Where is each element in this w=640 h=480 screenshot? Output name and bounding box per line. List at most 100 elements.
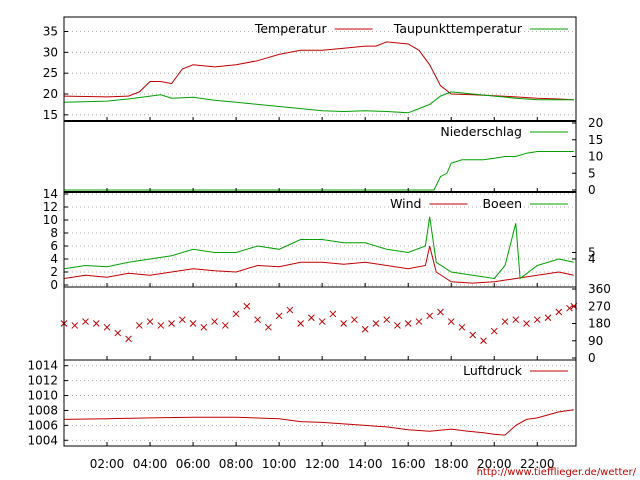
y-tick-label: 1014 bbox=[27, 359, 58, 373]
wind-direction-point bbox=[437, 308, 444, 316]
y-right-tick-label: 360 bbox=[588, 282, 611, 296]
wind-direction-point bbox=[125, 335, 132, 343]
y-right-tick-label: 5 bbox=[588, 246, 596, 260]
wind-direction-point bbox=[71, 322, 79, 329]
credit-url[interactable]: http://www.tiefflieger.de/wetter/ bbox=[477, 467, 637, 478]
wind-direction-point bbox=[286, 306, 294, 314]
wind-direction-point bbox=[168, 320, 175, 327]
wind-direction-point bbox=[297, 320, 304, 327]
y-right-tick-label: 15 bbox=[588, 133, 603, 147]
series-line-temperatur bbox=[63, 41, 574, 101]
wind-direction-point bbox=[135, 322, 143, 329]
y-tick-label: 35 bbox=[43, 25, 58, 39]
wind-direction-point bbox=[351, 316, 358, 324]
y-tick-label: 10 bbox=[43, 213, 58, 227]
wind-direction-point bbox=[383, 316, 391, 324]
x-tick-label: 14:00 bbox=[348, 457, 383, 471]
panel-2: 0 5 10 15 20 Niederschlag bbox=[63, 116, 603, 197]
y-tick-label: 30 bbox=[43, 45, 58, 59]
wind-direction-point bbox=[544, 314, 552, 322]
wind-direction-point bbox=[157, 322, 165, 329]
legend-label: Temperatur bbox=[254, 21, 328, 36]
series-line-luftdruck bbox=[63, 409, 574, 436]
y-tick-label: 4 bbox=[50, 252, 58, 266]
wind-direction-point bbox=[114, 329, 122, 337]
wind-direction-point bbox=[178, 316, 186, 324]
wind-direction-point bbox=[189, 320, 197, 327]
wind-direction-point bbox=[308, 314, 315, 322]
series-line-taupunkttemperatur bbox=[63, 91, 574, 114]
x-axis: 02:00 04:00 06:00 08:00 10:00 12:00 14:00 16:00… bbox=[90, 117, 555, 471]
wind-direction-point bbox=[555, 308, 563, 316]
wind-direction-point bbox=[394, 322, 401, 329]
y-tick-label: 1006 bbox=[27, 418, 58, 432]
wind-direction-point bbox=[566, 304, 573, 312]
x-tick-label: 08:00 bbox=[219, 457, 254, 471]
wind-direction-point bbox=[523, 320, 530, 327]
x-tick-label: 06:00 bbox=[176, 457, 211, 471]
series-line-niederschlag bbox=[64, 151, 574, 191]
panel-frame bbox=[63, 359, 577, 447]
legend-label: Taupunkttemperatur bbox=[393, 21, 523, 36]
legend-label: Niederschlag bbox=[440, 124, 522, 139]
wind-direction-point bbox=[404, 320, 412, 327]
wind-direction-point bbox=[480, 337, 487, 345]
y-tick-label: 2 bbox=[50, 265, 58, 279]
wind-direction-point bbox=[275, 312, 283, 320]
wind-direction-point bbox=[254, 316, 261, 324]
x-tick-label: 18:00 bbox=[434, 457, 469, 471]
x-tick-label: 22:00 bbox=[520, 457, 555, 471]
y-right-tick-label: 180 bbox=[588, 317, 611, 331]
wind-direction-point bbox=[92, 320, 100, 327]
y-tick-label: 8 bbox=[50, 226, 58, 240]
wind-direction-point bbox=[146, 318, 154, 325]
series-line-boeen bbox=[63, 216, 574, 280]
wind-direction-point bbox=[221, 322, 229, 329]
wind-direction-point bbox=[372, 320, 380, 327]
wind-direction-point bbox=[82, 318, 89, 325]
y-right-tick-label: 270 bbox=[588, 299, 611, 313]
x-tick-label: 04:00 bbox=[133, 457, 168, 471]
y-tick-label: 1010 bbox=[27, 389, 58, 403]
y-tick-label: 1004 bbox=[27, 433, 58, 447]
wind-direction-point bbox=[243, 302, 251, 310]
series-line-wind bbox=[63, 245, 574, 284]
wind-direction-point bbox=[426, 312, 434, 320]
x-tick-label: 12:00 bbox=[305, 457, 340, 471]
legend-label: Boeen bbox=[482, 196, 522, 211]
x-tick-label: 20:00 bbox=[477, 457, 512, 471]
wind-direction-point bbox=[533, 316, 541, 324]
wind-direction-point bbox=[415, 318, 423, 325]
wind-direction-point bbox=[318, 318, 326, 325]
y-tick-label: 1012 bbox=[27, 374, 58, 388]
y-tick-label: 14 bbox=[43, 187, 58, 201]
y-tick-label: 25 bbox=[43, 66, 58, 80]
wind-direction-point bbox=[490, 327, 498, 335]
wind-direction-point bbox=[329, 310, 337, 318]
wind-direction-point bbox=[340, 320, 348, 327]
y-tick-label: 6 bbox=[50, 239, 58, 253]
y-tick-label: 0 bbox=[50, 278, 58, 292]
y-tick-label: 20 bbox=[43, 87, 58, 101]
wind-direction-point bbox=[211, 318, 218, 325]
wind-direction-point bbox=[232, 310, 240, 318]
y-tick-label: 1008 bbox=[27, 403, 58, 417]
x-tick-label: 02:00 bbox=[90, 457, 125, 471]
x-tick-label: 10:00 bbox=[262, 457, 297, 471]
y-right-tick-label: 0 bbox=[588, 183, 596, 197]
panel-1: 15 20 25 30 35 Taupunkttemperatur Temperatur bbox=[43, 16, 577, 122]
y-right-tick-label: 5 bbox=[588, 166, 596, 180]
y-right-tick-label: 20 bbox=[588, 116, 603, 130]
x-tick-label: 16:00 bbox=[391, 457, 426, 471]
wind-direction-point bbox=[501, 318, 509, 325]
wind-direction-point bbox=[458, 323, 466, 331]
legend-label: Wind bbox=[390, 196, 421, 211]
wind-direction-point bbox=[265, 323, 272, 331]
legend-label: Luftdruck bbox=[463, 363, 523, 378]
y-tick-label: 12 bbox=[43, 200, 58, 214]
wind-direction-point bbox=[361, 325, 369, 333]
